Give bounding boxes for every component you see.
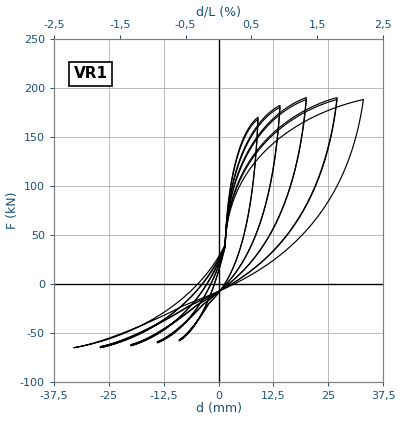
X-axis label: d (mm): d (mm) <box>196 402 241 416</box>
Y-axis label: F (kN): F (kN) <box>6 192 18 229</box>
X-axis label: d/L (%): d/L (%) <box>196 5 241 19</box>
Text: VR1: VR1 <box>74 66 108 81</box>
